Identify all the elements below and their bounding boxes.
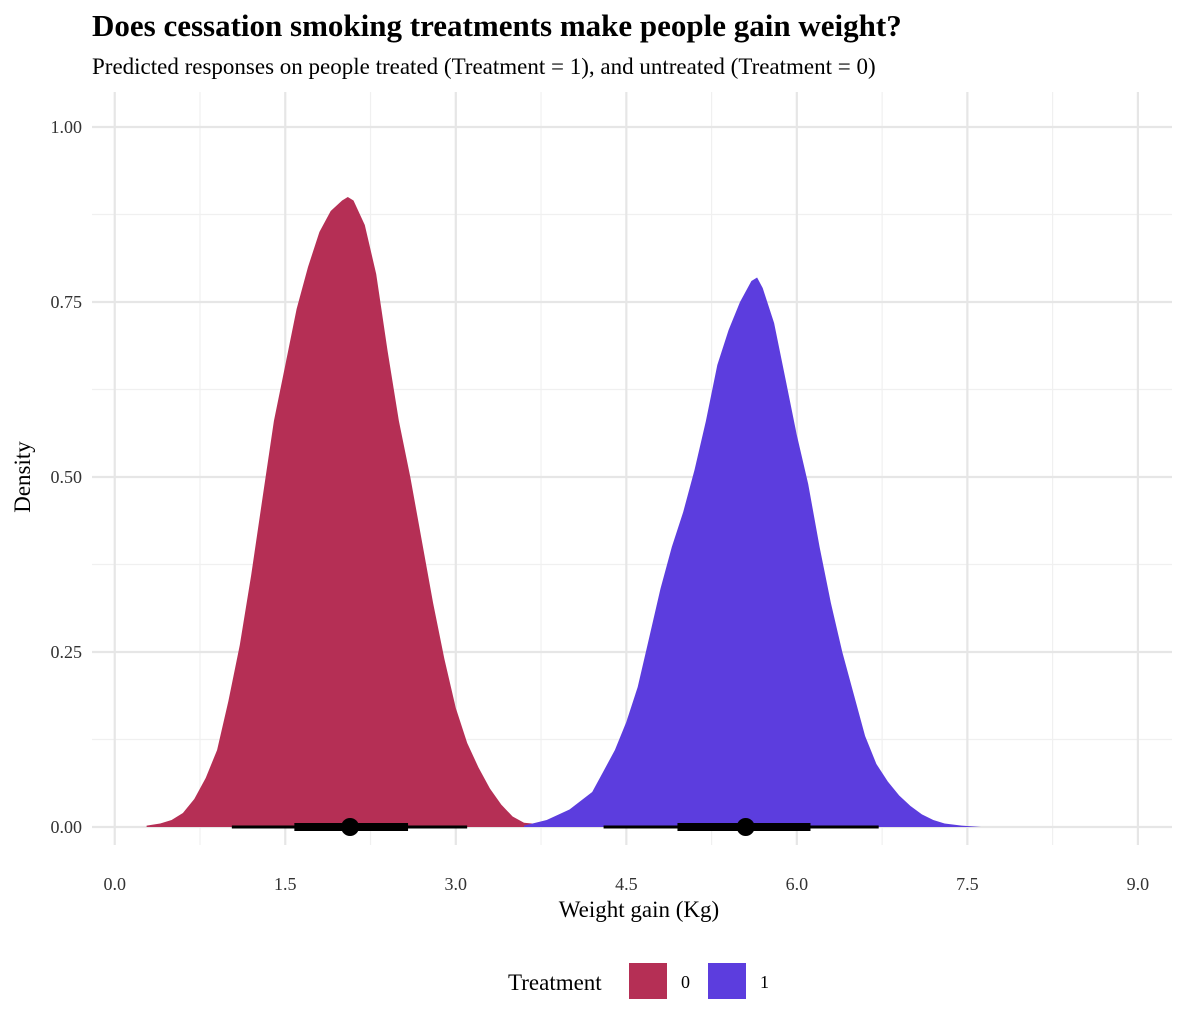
interval-bars: [231, 818, 879, 836]
x-axis-title: Weight gain (Kg): [559, 897, 719, 922]
density-areas: [146, 197, 981, 827]
x-tick-label: 9.0: [1127, 874, 1150, 894]
x-tick-label: 7.5: [956, 874, 979, 894]
legend-label-1: 1: [760, 972, 769, 992]
y-tick-label: 1.00: [51, 117, 83, 137]
interval-point-1: [736, 818, 755, 836]
x-tick-label: 0.0: [103, 874, 126, 894]
density-area-0: [146, 197, 576, 827]
y-tick-label: 0.25: [51, 642, 83, 662]
x-tick-label: 3.0: [445, 874, 468, 894]
y-axis-title: Density: [10, 441, 35, 513]
y-tick-label: 0.00: [51, 817, 83, 837]
y-axis-ticks: 0.00 0.25 0.50 0.75 1.00: [51, 117, 83, 837]
density-area-1: [524, 277, 981, 827]
x-tick-label: 6.0: [786, 874, 809, 894]
y-tick-label: 0.50: [51, 467, 83, 487]
legend-title: Treatment: [508, 970, 602, 995]
interval-point-0: [341, 818, 360, 836]
x-axis-ticks: 0.0 1.5 3.0 4.5 6.0 7.5 9.0: [103, 874, 1149, 894]
x-tick-label: 1.5: [274, 874, 297, 894]
chart-subtitle: Predicted responses on people treated (T…: [92, 54, 876, 79]
legend-label-0: 0: [681, 972, 690, 992]
x-tick-label: 4.5: [615, 874, 638, 894]
y-tick-label: 0.75: [51, 292, 83, 312]
legend: Treatment 0 1: [508, 963, 769, 999]
chart-title: Does cessation smoking treatments make p…: [92, 8, 902, 43]
legend-swatch-1: [708, 963, 746, 999]
legend-swatch-0: [629, 963, 667, 999]
